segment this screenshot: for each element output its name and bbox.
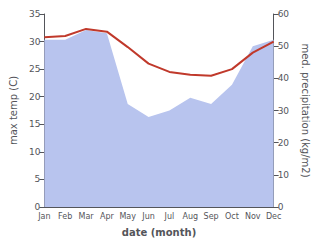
svg-text:Mar: Mar bbox=[78, 212, 94, 221]
svg-text:Jan: Jan bbox=[37, 212, 50, 221]
svg-text:30: 30 bbox=[29, 37, 41, 47]
svg-text:med. precipitation (kg/m2): med. precipitation (kg/m2) bbox=[300, 43, 311, 177]
svg-text:May: May bbox=[119, 212, 136, 221]
svg-text:0: 0 bbox=[35, 202, 41, 212]
svg-text:Jun: Jun bbox=[141, 212, 155, 221]
svg-text:35: 35 bbox=[29, 9, 40, 19]
svg-text:Apr: Apr bbox=[100, 212, 115, 221]
svg-text:0: 0 bbox=[278, 202, 284, 212]
svg-text:20: 20 bbox=[278, 138, 290, 148]
svg-text:15: 15 bbox=[29, 119, 40, 129]
svg-text:10: 10 bbox=[278, 170, 290, 180]
svg-text:20: 20 bbox=[29, 92, 41, 102]
svg-text:25: 25 bbox=[29, 64, 40, 74]
svg-text:5: 5 bbox=[35, 174, 41, 184]
svg-text:date (month): date (month) bbox=[122, 227, 196, 238]
svg-text:10: 10 bbox=[29, 147, 41, 157]
svg-text:Aug: Aug bbox=[182, 212, 198, 221]
svg-text:Sep: Sep bbox=[204, 212, 219, 221]
svg-text:Nov: Nov bbox=[245, 212, 261, 221]
svg-text:Jul: Jul bbox=[164, 212, 175, 221]
svg-text:50: 50 bbox=[278, 41, 290, 51]
svg-text:max temp (C): max temp (C) bbox=[8, 76, 19, 145]
svg-text:Dec: Dec bbox=[266, 212, 281, 221]
svg-text:60: 60 bbox=[278, 9, 290, 19]
svg-text:Oct: Oct bbox=[225, 212, 239, 221]
svg-text:40: 40 bbox=[278, 73, 290, 83]
svg-text:30: 30 bbox=[278, 106, 290, 116]
svg-text:Feb: Feb bbox=[58, 212, 72, 221]
